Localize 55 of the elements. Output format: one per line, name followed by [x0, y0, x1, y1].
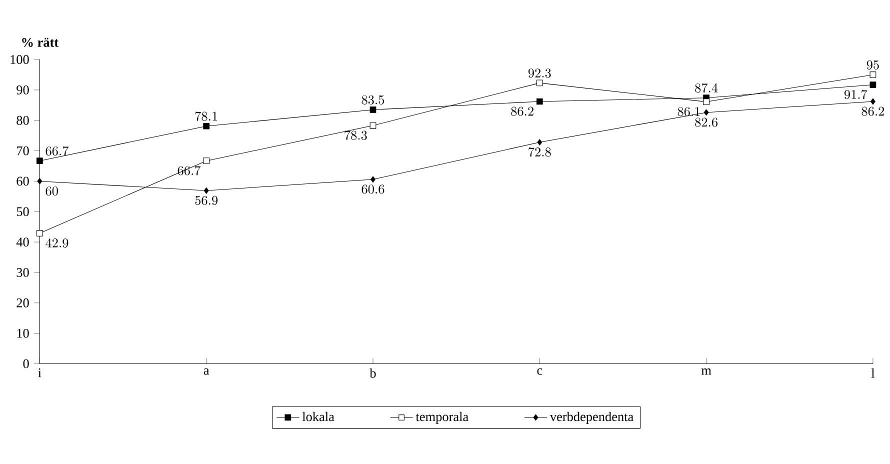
data-label: 72.8	[528, 147, 551, 157]
point	[870, 98, 876, 105]
point	[36, 158, 43, 164]
data-label: 78. 1	[195, 112, 218, 121]
data-label: 91 .7	[844, 90, 868, 100]
point	[370, 122, 376, 129]
x-tick-label: l	[871, 368, 875, 378]
y-tick-label: 80	[16, 116, 29, 125]
data-label: 87.4	[695, 83, 718, 92]
point	[370, 176, 376, 182]
y-tick-label: 0	[23, 359, 29, 368]
point	[37, 178, 42, 184]
point	[536, 98, 543, 105]
data-label: 78.3	[344, 130, 367, 140]
x-tick-label: b	[370, 368, 376, 378]
point	[870, 81, 876, 88]
data-label: 95	[866, 60, 879, 70]
data-label: 86. 1	[678, 106, 700, 116]
y-tick-label: 90	[16, 85, 29, 94]
point	[36, 230, 43, 236]
point	[536, 80, 543, 86]
data-label: 82.6	[695, 118, 718, 127]
data-label: 86.2	[862, 106, 884, 116]
data-label: 86.2	[511, 106, 534, 116]
data-label: 60	[46, 186, 58, 196]
point	[203, 122, 210, 130]
x-tick-label: m	[701, 368, 712, 375]
legend-label: lokala	[302, 412, 334, 422]
data-label: 66.7	[46, 146, 69, 156]
y-tick-label: 60	[16, 176, 29, 186]
data-label: 83.5	[362, 95, 384, 104]
legend-label: temporala	[416, 412, 468, 424]
y-tick-label: 40	[16, 237, 29, 246]
legend-label: verbdependenta	[550, 412, 634, 424]
y-tick-label: 100	[10, 54, 29, 64]
x-tick-label: i	[38, 368, 42, 378]
data-label: 42.9	[46, 238, 68, 248]
y-tick-label: 50	[16, 207, 29, 216]
point	[204, 187, 209, 194]
y-tick-label: 30	[16, 268, 29, 277]
point	[537, 138, 542, 146]
data-label: 56.9	[195, 196, 218, 205]
data-label: 60.6	[362, 184, 384, 194]
x-tick-label: a	[204, 368, 210, 375]
point	[870, 71, 876, 78]
x-tick-label: c	[537, 368, 542, 375]
point	[203, 158, 210, 164]
y-axis-title: % rätt	[22, 38, 59, 47]
point	[704, 109, 709, 116]
point	[370, 106, 376, 113]
data-label: 92.3	[528, 68, 551, 78]
y-tick-label: 70	[17, 146, 29, 156]
point	[703, 98, 710, 105]
y-tick-label: 10	[17, 328, 29, 338]
y-tick-label: 20	[16, 298, 29, 308]
